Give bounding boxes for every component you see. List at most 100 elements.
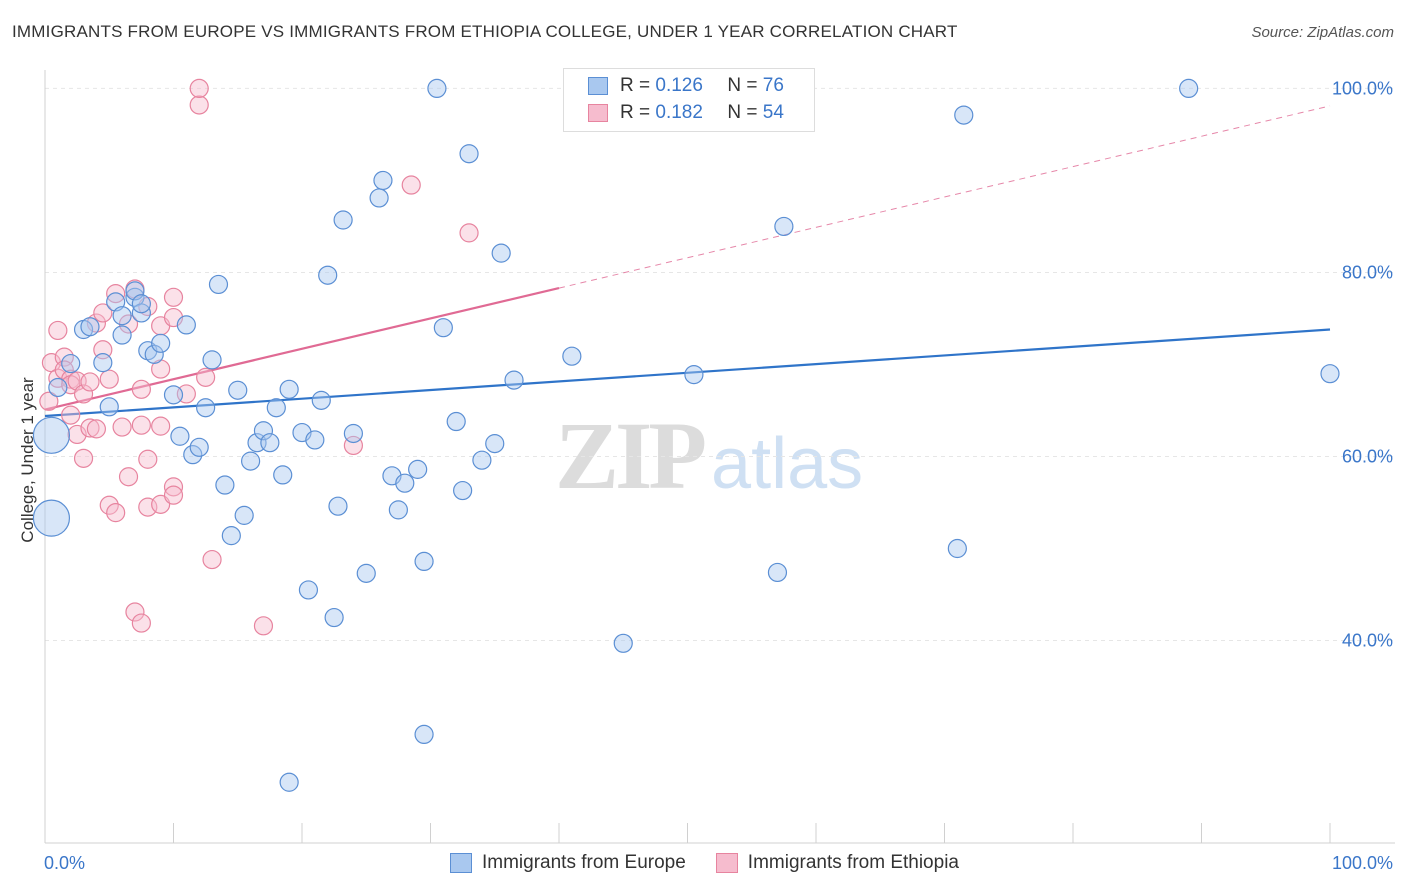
grid-lines <box>45 87 1395 642</box>
ethiopia-n-label: N = <box>727 102 758 123</box>
europe-point <box>170 426 190 446</box>
europe-point <box>221 526 241 546</box>
europe-point <box>183 445 203 465</box>
ethiopia-point <box>80 372 100 392</box>
europe-point <box>427 78 447 99</box>
europe-n-value: 76 <box>762 75 784 96</box>
europe-point <box>324 607 344 628</box>
legend-row-europe: R = 0.126 N = 76 <box>588 73 784 99</box>
europe-point <box>318 265 338 285</box>
europe-point <box>48 377 68 398</box>
europe-point <box>388 500 408 520</box>
europe-point <box>369 188 389 208</box>
europe-point <box>453 480 473 501</box>
ethiopia-point <box>73 448 94 468</box>
ethiopia-point <box>202 549 222 570</box>
europe-point <box>99 397 119 417</box>
europe-point <box>485 434 505 454</box>
europe-point <box>343 423 363 444</box>
europe-point <box>459 144 479 164</box>
europe-trend-line <box>44 328 1331 418</box>
europe-point <box>373 170 393 191</box>
europe-point <box>954 105 974 125</box>
europe-point <box>472 450 492 470</box>
ethiopia-trend-extension <box>558 105 1331 289</box>
europe-point <box>215 475 235 495</box>
ethiopia-point <box>401 175 421 195</box>
ethiopia-point <box>163 477 184 497</box>
europe-swatch <box>588 77 608 95</box>
ethiopia-point <box>189 95 209 115</box>
europe-point <box>414 551 434 572</box>
europe-point <box>32 499 71 537</box>
europe-point <box>311 390 331 410</box>
europe-point <box>774 216 794 237</box>
europe-legend-swatch <box>450 853 472 873</box>
ethiopia-trend-line <box>44 287 560 411</box>
ethiopia-point <box>99 369 119 389</box>
y-tick-label: 80.0% <box>1342 262 1393 282</box>
europe-point <box>234 505 254 525</box>
europe-point <box>613 633 633 653</box>
europe-point <box>504 370 524 390</box>
ethiopia-point <box>86 419 107 439</box>
europe-point <box>333 210 353 230</box>
europe-point <box>562 346 582 366</box>
legend-item-ethiopia: Immigrants from Ethiopia <box>715 852 959 874</box>
europe-r-label: R = <box>620 75 651 96</box>
europe-point <box>163 385 184 405</box>
ethiopia-point <box>93 303 113 323</box>
europe-point <box>144 344 164 364</box>
europe-point <box>80 317 100 337</box>
ethiopia-point <box>459 223 479 243</box>
chart-title: IMMIGRANTS FROM EUROPE VS IMMIGRANTS FRO… <box>12 22 958 41</box>
ethiopia-point <box>112 417 132 437</box>
ethiopia-r-label: R = <box>620 102 651 123</box>
ethiopia-point <box>61 405 81 425</box>
europe-point <box>112 306 132 326</box>
ethiopia-point <box>39 391 59 411</box>
europe-point <box>196 398 216 418</box>
europe-point <box>241 451 261 471</box>
legend-item-europe: Immigrants from Europe <box>450 852 686 874</box>
ethiopia-legend-label: Immigrants from Ethiopia <box>747 852 959 873</box>
correlation-legend: R = 0.126 N = 76 R = 0.182 N = 54 <box>563 68 815 132</box>
europe-point <box>395 473 415 493</box>
europe-point <box>273 465 293 485</box>
europe-point <box>279 379 299 399</box>
europe-point <box>446 411 466 432</box>
ethiopia-point <box>131 379 151 399</box>
ethiopia-point <box>189 78 209 99</box>
europe-point <box>356 563 376 583</box>
ethiopia-point <box>48 320 68 341</box>
europe-point <box>151 333 171 353</box>
europe-point <box>433 318 453 338</box>
europe-point <box>202 350 222 370</box>
ethiopia-point <box>106 284 126 304</box>
europe-point <box>93 353 113 373</box>
europe-point <box>414 724 434 745</box>
ethiopia-point <box>125 602 145 622</box>
trend-lines <box>44 105 1331 418</box>
europe-point <box>279 772 299 792</box>
europe-point <box>176 315 196 335</box>
ethiopia-point <box>163 485 184 505</box>
europe-point <box>228 380 248 400</box>
ethiopia-legend-swatch <box>715 853 738 873</box>
europe-point <box>1179 78 1199 99</box>
ethiopia-point <box>80 418 100 438</box>
x-tick-label-max: 100.0% <box>1332 853 1393 873</box>
watermark-zip: ZIP <box>555 402 707 509</box>
watermark: ZIP atlas <box>555 400 863 511</box>
ethiopia-n-value: 54 <box>762 102 784 123</box>
europe-point <box>266 398 286 418</box>
europe-point <box>253 421 274 441</box>
europe-point <box>491 243 511 263</box>
europe-point <box>61 353 81 374</box>
europe-point <box>408 459 428 479</box>
europe-point <box>208 274 229 295</box>
y-tick-label: 60.0% <box>1342 447 1393 467</box>
europe-point <box>767 562 788 583</box>
europe-point <box>189 437 209 457</box>
